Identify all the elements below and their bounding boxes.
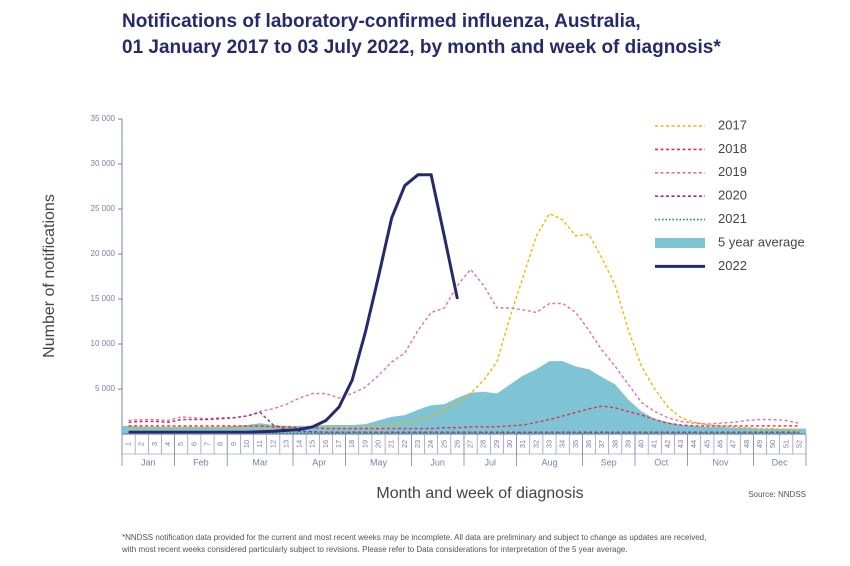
x-tick-label: 22 [400, 440, 409, 448]
x-tick-label: 1 [124, 442, 133, 446]
chart-title: Notifications of laboratory-confirmed in… [122, 11, 641, 32]
x-tick-label: 39 [623, 440, 632, 448]
x-tick-label: 29 [492, 440, 501, 448]
x-tick-label: 2 [137, 442, 146, 446]
y-tick-label: 20 000 [91, 249, 116, 258]
x-tick-label: 25 [439, 440, 448, 448]
y-tick-label: 5 000 [95, 384, 116, 393]
x-tick-label: 10 [242, 440, 251, 448]
y-tick-label: 15 000 [91, 294, 116, 303]
x-tick-label: 44 [689, 440, 698, 448]
x-tick-label: 12 [268, 440, 277, 448]
month-label: May [370, 457, 388, 467]
x-tick-label: 27 [466, 440, 475, 448]
y-tick-label: 10 000 [91, 339, 116, 348]
x-tick-label: 48 [742, 440, 751, 448]
line [128, 405, 800, 430]
x-tick-label: 3 [150, 442, 159, 446]
x-tick-label: 15 [308, 440, 317, 448]
x-tick-label: 6 [189, 442, 198, 446]
legend-label: 2020 [718, 188, 747, 203]
x-tick-label: 37 [597, 440, 606, 448]
x-tick-label: 50 [768, 440, 777, 448]
x-tick-label: 32 [531, 440, 540, 448]
x-tick-label: 35 [571, 440, 580, 448]
x-tick-label: 5 [176, 442, 185, 446]
legend-swatch [655, 238, 705, 248]
month-label: Jun [430, 457, 445, 467]
x-tick-label: 26 [452, 440, 461, 448]
month-label: Jan [141, 457, 156, 467]
month-label: Oct [654, 457, 669, 467]
month-label: Feb [193, 457, 209, 467]
line [128, 212, 800, 431]
x-tick-label: 13 [281, 440, 290, 448]
x-tick-label: 43 [676, 440, 685, 448]
month-label: Mar [252, 457, 268, 467]
footnote: *NNDSS notification data provided for th… [122, 533, 706, 542]
x-tick-label: 47 [729, 440, 738, 448]
x-tick-label: 24 [426, 440, 435, 448]
x-tick-label: 46 [715, 440, 724, 448]
x-tick-label: 18 [347, 440, 356, 448]
month-label: Aug [541, 457, 557, 467]
x-tick-label: 40 [637, 440, 646, 448]
month-label: Jul [485, 457, 497, 467]
legend-label: 5 year average [718, 234, 805, 249]
y-tick-label: 35 000 [91, 114, 116, 123]
x-tick-label: 45 [702, 440, 711, 448]
legend-label: 2018 [718, 141, 747, 156]
legend-label: 2019 [718, 164, 747, 179]
source: Source: NNDSS [748, 490, 806, 499]
chart-title: 01 January 2017 to 03 July 2022, by mont… [122, 37, 721, 58]
y-tick-label: 30 000 [91, 159, 116, 168]
month-label: Dec [772, 457, 789, 467]
month-label: Apr [312, 457, 326, 467]
x-tick-label: 36 [584, 440, 593, 448]
x-tick-label: 33 [544, 440, 553, 448]
x-tick-label: 21 [387, 440, 396, 448]
x-tick-label: 20 [373, 440, 382, 448]
y-tick-label: 25 000 [91, 204, 116, 213]
footnote: with most recent weeks considered partic… [121, 545, 628, 554]
legend-label: 2022 [718, 258, 747, 273]
x-tick-label: 52 [794, 440, 803, 448]
x-tick-label: 8 [216, 442, 225, 446]
x-tick-label: 31 [518, 440, 527, 448]
month-label: Nov [712, 457, 729, 467]
month-label: Sep [601, 457, 617, 467]
x-tick-label: 11 [255, 440, 264, 448]
x-tick-label: 17 [334, 440, 343, 448]
y-axis-label: Number of notifications [41, 194, 58, 358]
x-tick-label: 14 [295, 440, 304, 448]
x-tick-label: 42 [663, 440, 672, 448]
x-axis-label: Month and week of diagnosis [376, 485, 583, 502]
x-tick-label: 30 [505, 440, 514, 448]
x-tick-label: 23 [413, 440, 422, 448]
x-tick-label: 9 [229, 442, 238, 446]
line [128, 411, 800, 433]
x-tick-label: 28 [479, 440, 488, 448]
line [128, 173, 459, 434]
x-tick-label: 51 [781, 440, 790, 448]
x-tick-label: 7 [202, 442, 211, 446]
x-tick-label: 4 [163, 442, 172, 446]
x-tick-label: 19 [360, 440, 369, 448]
x-tick-label: 34 [558, 440, 567, 448]
legend-label: 2017 [718, 117, 747, 132]
legend-label: 2021 [718, 211, 747, 226]
x-tick-label: 41 [650, 440, 659, 448]
x-tick-label: 38 [610, 440, 619, 448]
x-tick-label: 49 [755, 440, 764, 448]
x-tick-label: 16 [321, 440, 330, 448]
